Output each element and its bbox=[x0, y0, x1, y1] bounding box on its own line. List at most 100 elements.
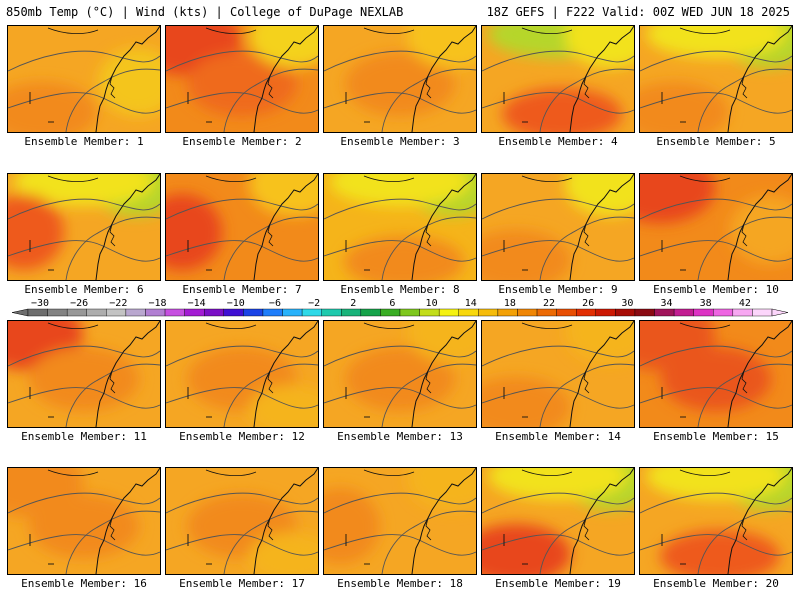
coastline bbox=[727, 468, 792, 574]
coastline bbox=[727, 321, 792, 427]
height-contour bbox=[65, 363, 160, 427]
ensemble-map-panel bbox=[323, 320, 477, 428]
great-lakes-outline bbox=[47, 322, 99, 329]
temperature-field-map bbox=[166, 468, 318, 574]
height-contour bbox=[324, 387, 476, 409]
height-contour bbox=[324, 50, 476, 72]
height-contour bbox=[640, 50, 792, 72]
height-contour bbox=[640, 240, 792, 262]
coastline bbox=[569, 174, 634, 280]
colorbar-tick-label: −18 bbox=[148, 298, 166, 309]
height-contour bbox=[8, 50, 160, 72]
temperature-blob bbox=[407, 26, 476, 68]
colorbar-tick-label: −26 bbox=[70, 298, 88, 309]
colorbar-swatch bbox=[693, 308, 714, 317]
height-contour bbox=[8, 198, 160, 220]
great-lakes-outline bbox=[521, 27, 573, 34]
height-contour bbox=[697, 216, 792, 280]
temperature-field-map bbox=[482, 26, 634, 132]
bay-outline bbox=[583, 223, 590, 247]
temperature-blob bbox=[646, 26, 786, 58]
temperature-field-map bbox=[640, 468, 792, 574]
great-lakes-outline bbox=[679, 322, 731, 329]
ensemble-map-panel bbox=[165, 320, 319, 428]
height-contour bbox=[166, 534, 318, 556]
colorbar-tick-label: 34 bbox=[661, 298, 673, 309]
colorbar-swatch bbox=[106, 308, 127, 317]
colorbar-swatch bbox=[66, 308, 87, 317]
height-contour bbox=[539, 216, 634, 280]
colorbar-swatch bbox=[164, 308, 185, 317]
height-contour bbox=[166, 345, 318, 367]
ensemble-member-label: Ensemble Member: 7 bbox=[182, 283, 302, 296]
height-contour bbox=[8, 534, 160, 556]
colorbar-tick-label: −14 bbox=[188, 298, 206, 309]
height-contour bbox=[65, 216, 160, 280]
temperature-field-map bbox=[8, 26, 160, 132]
chart-title: 850mb Temp (°C) | Wind (kts) | College o… bbox=[6, 5, 404, 19]
colorbar-swatch bbox=[713, 308, 734, 317]
height-contour bbox=[539, 68, 634, 132]
colorbar-tick-label: −30 bbox=[31, 298, 49, 309]
colorbar-swatch bbox=[125, 308, 146, 317]
temperature-blob bbox=[482, 524, 571, 574]
temperature-blob bbox=[565, 26, 634, 68]
coastline bbox=[411, 26, 476, 132]
colorbar-swatch bbox=[204, 308, 224, 317]
ensemble-member-label: Ensemble Member: 19 bbox=[495, 577, 621, 590]
ensemble-member-label: Ensemble Member: 17 bbox=[179, 577, 305, 590]
temperature-blob bbox=[344, 236, 464, 280]
colorbar-swatch bbox=[438, 308, 459, 317]
temperature-field-map bbox=[166, 174, 318, 280]
height-contour bbox=[482, 240, 634, 262]
bay-outline bbox=[741, 75, 748, 99]
height-contour bbox=[8, 92, 160, 114]
ensemble-member-label: Ensemble Member: 8 bbox=[340, 283, 460, 296]
temperature-shading bbox=[640, 321, 771, 411]
colorbar-swatch bbox=[262, 308, 283, 317]
colorbar-tick-label: 38 bbox=[700, 298, 712, 309]
temperature-shading bbox=[8, 48, 160, 132]
temperature-field-map bbox=[640, 321, 792, 427]
temperature-blob bbox=[249, 174, 318, 216]
temperature-field-map bbox=[640, 26, 792, 132]
height-contour bbox=[482, 492, 634, 514]
colorbar-swatch bbox=[536, 308, 557, 317]
coastline bbox=[727, 174, 792, 280]
height-contour bbox=[482, 387, 634, 409]
height-contour bbox=[539, 510, 634, 574]
ensemble-member-label: Ensemble Member: 5 bbox=[656, 135, 776, 148]
ensemble-member-label: Ensemble Member: 3 bbox=[340, 135, 460, 148]
height-contour bbox=[324, 92, 476, 114]
bay-outline bbox=[267, 75, 274, 99]
colorbar-tick-label: 6 bbox=[389, 298, 395, 309]
height-contour bbox=[8, 240, 160, 262]
great-lakes-outline bbox=[363, 27, 415, 34]
ensemble-map-panel bbox=[481, 320, 635, 428]
temperature-blob bbox=[482, 377, 571, 427]
model-valid-time: 18Z GEFS | F222 Valid: 00Z WED JUN 18 20… bbox=[486, 5, 790, 19]
height-contour bbox=[640, 387, 792, 409]
coastline bbox=[95, 26, 160, 132]
bay-outline bbox=[741, 370, 748, 394]
height-contour bbox=[324, 198, 476, 220]
colorbar-tick-label: 10 bbox=[426, 298, 438, 309]
colorbar-swatch bbox=[732, 308, 753, 317]
temperature-shading bbox=[166, 26, 318, 116]
great-lakes-outline bbox=[47, 175, 99, 182]
height-contour bbox=[539, 363, 634, 427]
ensemble-member-label: Ensemble Member: 11 bbox=[21, 430, 147, 443]
height-contour bbox=[166, 198, 318, 220]
bay-outline bbox=[425, 370, 432, 394]
temperature-blob bbox=[407, 468, 476, 510]
ensemble-map-panel bbox=[165, 173, 319, 281]
bay-outline bbox=[109, 517, 116, 541]
coastline bbox=[569, 321, 634, 427]
bay-outline bbox=[583, 370, 590, 394]
ensemble-map-panel bbox=[639, 320, 793, 428]
temperature-blob bbox=[8, 82, 97, 132]
colorbar-swatch bbox=[360, 308, 381, 317]
colorbar-swatch bbox=[654, 308, 675, 317]
temperature-blob bbox=[640, 82, 729, 132]
ensemble-member-label: Ensemble Member: 2 bbox=[182, 135, 302, 148]
